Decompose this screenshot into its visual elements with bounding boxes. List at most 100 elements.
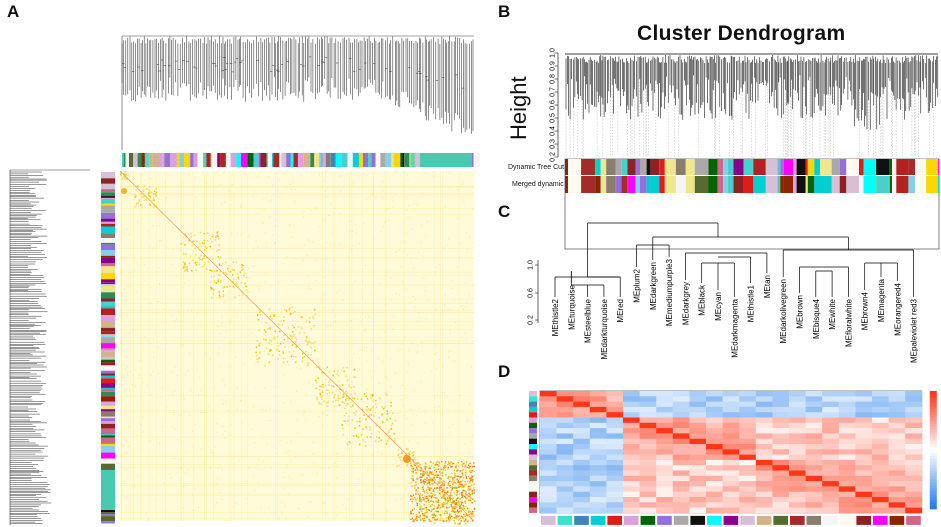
a-heatmap-speckle bbox=[233, 515, 235, 517]
a-heatmap-speckle bbox=[133, 269, 135, 271]
a-heatmap-speckle bbox=[391, 197, 393, 199]
a-heatmap-block-cell bbox=[469, 481, 471, 483]
d-heatmap-cell bbox=[540, 449, 557, 455]
a-heatmap-speckle bbox=[434, 186, 436, 188]
a-heatmap-block-cell bbox=[460, 515, 463, 518]
a-heatmap-speckle bbox=[166, 197, 168, 199]
d-heatmap-cell bbox=[639, 401, 657, 408]
a-heatmap-speckle bbox=[416, 204, 418, 206]
a-heatmap-block-cell bbox=[322, 383, 324, 386]
a-heatmap-speckle bbox=[128, 426, 130, 428]
a-heatmap-block-cell bbox=[203, 242, 205, 245]
d-heatmap-cell bbox=[722, 412, 740, 418]
a-left-color-band bbox=[101, 421, 115, 424]
a-heatmap-block-cell bbox=[327, 400, 330, 403]
a-left-color-band bbox=[101, 196, 115, 198]
a-heatmap-block-cell bbox=[322, 386, 325, 388]
a-heatmap-block-cell bbox=[273, 314, 275, 316]
d-heatmap-cell bbox=[855, 396, 873, 402]
a-heatmap-block-cell bbox=[263, 329, 266, 331]
a-heatmap-block-cell bbox=[412, 463, 414, 465]
a-top-color-band bbox=[152, 153, 160, 167]
a-heatmap-block-cell bbox=[386, 440, 389, 442]
a-heatmap-speckle bbox=[209, 467, 211, 469]
a-heatmap-block-cell bbox=[465, 461, 468, 463]
a-heatmap-block-cell bbox=[424, 471, 426, 473]
a-left-color-band bbox=[101, 377, 115, 379]
a-heatmap-block-cell bbox=[471, 515, 474, 517]
a-top-color-band bbox=[471, 153, 474, 167]
a-heatmap-speckle bbox=[457, 189, 459, 191]
a-heatmap-block-cell bbox=[331, 391, 333, 394]
a-heatmap-block-cell bbox=[373, 415, 375, 417]
d-heatmap-cell bbox=[556, 396, 574, 402]
a-heatmap-speckle bbox=[134, 198, 136, 200]
a-heatmap-speckle bbox=[191, 494, 193, 496]
a-heatmap-block-cell bbox=[184, 233, 187, 236]
a-heatmap-block-cell bbox=[232, 278, 235, 280]
a-heatmap-block-cell bbox=[347, 440, 350, 443]
a-heatmap-speckle bbox=[151, 477, 153, 479]
a-heatmap-block-cell bbox=[439, 479, 441, 481]
d-heatmap-cell bbox=[606, 412, 624, 418]
d-heatmap-cell bbox=[623, 417, 640, 424]
a-heatmap-block-cell bbox=[406, 463, 409, 466]
a-heatmap-block-cell bbox=[218, 249, 220, 251]
d-heatmap-cell bbox=[905, 444, 923, 450]
a-heatmap-speckle bbox=[444, 294, 446, 296]
a-heatmap-speckle bbox=[310, 209, 312, 212]
a-heatmap-speckle bbox=[247, 212, 249, 214]
a-heatmap-block-cell bbox=[457, 489, 459, 492]
a-heatmap-speckle bbox=[187, 469, 189, 471]
a-heatmap-block-cell bbox=[428, 509, 431, 511]
panel-b-label: B bbox=[498, 2, 511, 21]
d-heatmap-cell bbox=[905, 422, 923, 429]
a-heatmap-speckle bbox=[336, 477, 338, 479]
a-heatmap-block-cell bbox=[462, 505, 464, 507]
a-heatmap-block-cell bbox=[375, 406, 378, 408]
a-heatmap-block-cell bbox=[416, 467, 418, 469]
a-heatmap-block-cell bbox=[444, 497, 446, 500]
a-heatmap-block-cell bbox=[416, 519, 418, 522]
a-top-color-band bbox=[281, 153, 287, 167]
a-heatmap-speckle bbox=[248, 277, 250, 279]
a-top-color-band bbox=[125, 153, 129, 167]
a-heatmap-speckle bbox=[389, 358, 392, 360]
b-merged-band bbox=[675, 176, 686, 193]
a-heatmap-block-cell bbox=[401, 460, 403, 462]
a-heatmap-block-cell bbox=[334, 393, 336, 396]
a-heatmap-speckle bbox=[402, 405, 404, 407]
a-heatmap-block-cell bbox=[376, 436, 378, 438]
a-heatmap-block-cell bbox=[269, 315, 272, 318]
a-heatmap-block-cell bbox=[331, 385, 333, 387]
a-heatmap-speckle bbox=[347, 448, 349, 450]
a-heatmap-speckle bbox=[221, 469, 223, 471]
a-heatmap-block-cell bbox=[423, 520, 425, 522]
a-heatmap-block-cell bbox=[199, 259, 202, 261]
a-heatmap-speckle bbox=[142, 431, 144, 433]
a-heatmap-speckle bbox=[198, 377, 200, 379]
a-heatmap-speckle bbox=[215, 505, 217, 507]
a-heatmap-speckle bbox=[465, 481, 467, 483]
d-heatmap-cell bbox=[822, 406, 840, 413]
a-heatmap-block-cell bbox=[416, 468, 419, 470]
b-merged-band bbox=[646, 176, 651, 193]
a-heatmap-speckle bbox=[252, 265, 254, 267]
a-heatmap-block-cell bbox=[404, 454, 406, 456]
a-heatmap-block-cell bbox=[467, 488, 469, 491]
a-heatmap-block-cell bbox=[434, 522, 436, 525]
a-heatmap-block-cell bbox=[411, 466, 414, 468]
a-top-color-band bbox=[122, 153, 124, 167]
a-heatmap-block-cell bbox=[259, 311, 261, 313]
a-heatmap-speckle bbox=[425, 171, 427, 174]
a-heatmap-block-cell bbox=[420, 500, 422, 503]
a-heatmap-block-cell bbox=[460, 492, 463, 494]
d-heatmap-cell bbox=[689, 412, 707, 418]
a-heatmap-block-cell bbox=[379, 426, 381, 428]
a-heatmap-block-cell bbox=[439, 471, 441, 473]
a-top-color-band bbox=[414, 153, 416, 167]
a-heatmap-speckle bbox=[225, 330, 227, 332]
a-heatmap-block-cell bbox=[455, 465, 458, 467]
a-heatmap-block-cell bbox=[464, 502, 467, 504]
d-heatmap-cell bbox=[540, 391, 557, 397]
